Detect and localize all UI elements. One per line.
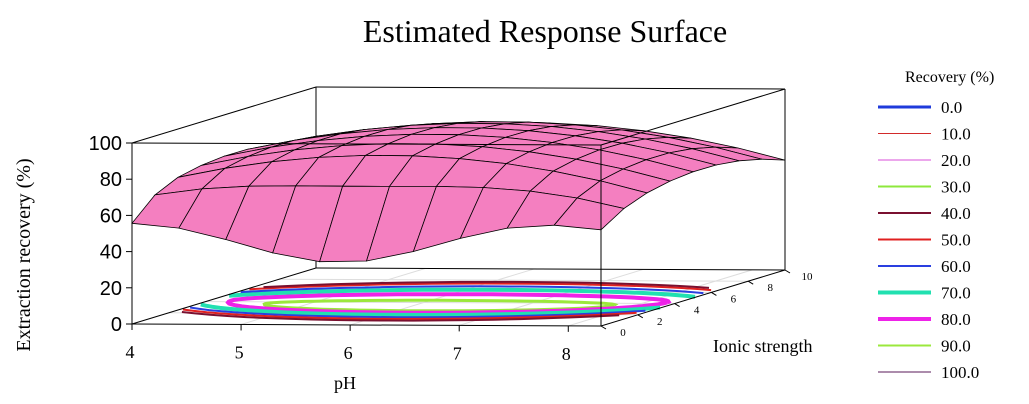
box-edge <box>131 86 317 144</box>
y-tick-label: 10 <box>802 271 814 283</box>
legend-label: 100.0 <box>941 363 979 382</box>
plot-box-front <box>131 88 786 326</box>
legend-label: 90.0 <box>941 337 971 356</box>
y-tick-mark <box>637 314 644 319</box>
contour-70.0 <box>200 287 696 318</box>
legend-title: Recovery (%) <box>905 69 994 86</box>
box-edge <box>131 323 602 327</box>
plot-box-back <box>131 86 786 327</box>
chart-title: Estimated Response Surface <box>363 13 727 49</box>
contour-60.0 <box>189 285 704 319</box>
floor-contours <box>181 280 712 322</box>
box-edge <box>315 267 786 271</box>
box-edge <box>131 142 602 146</box>
z-tick-label: 80 <box>100 169 122 191</box>
y-tick-mark <box>784 269 791 274</box>
x-tick-label: 5 <box>235 342 244 362</box>
box-edge <box>600 269 786 327</box>
contour-80.0 <box>225 292 672 315</box>
z-tick-label: 100 <box>89 133 122 155</box>
surface-patch <box>553 197 625 231</box>
legend: Recovery (%) 0.0 10.0 20.0 30.0 40.0 50.0 60.0… <box>878 69 994 382</box>
box-edge <box>131 267 317 325</box>
x-tick-label: 4 <box>126 342 135 362</box>
y-tick-label: 6 <box>731 293 737 305</box>
z-tick-label: 60 <box>100 205 122 227</box>
y-tick-mark <box>600 325 607 330</box>
legend-label: 30.0 <box>941 178 971 197</box>
z-axis-label: Extraction recovery (%) <box>13 158 35 351</box>
floor-grid-line <box>279 278 749 282</box>
y-tick-label: 4 <box>694 305 700 317</box>
legend-label: 60.0 <box>941 257 971 276</box>
x-tick-label: 8 <box>562 344 571 364</box>
legend-label: 10.0 <box>941 125 971 144</box>
x-tick-label: 6 <box>344 343 353 363</box>
y-axis-label: Ionic strength <box>713 336 812 356</box>
y-tick-label: 8 <box>767 282 773 294</box>
y-tick-label: 0 <box>620 327 626 339</box>
response-surface <box>131 121 786 263</box>
box-edge <box>315 86 786 90</box>
z-tick-label: 0 <box>111 314 122 336</box>
legend-label: 80.0 <box>941 310 971 329</box>
y-tick-label: 2 <box>657 316 663 328</box>
contour-40.0 <box>181 280 710 322</box>
y-tick-mark <box>711 291 717 296</box>
x-tick-label: 7 <box>453 343 462 363</box>
legend-label: 70.0 <box>941 284 971 303</box>
y-tick-mark <box>747 280 754 285</box>
x-axis-label: pH <box>334 373 356 393</box>
z-tick-label: 20 <box>100 278 122 300</box>
legend-label: 0.0 <box>941 98 962 117</box>
contour-50.0 <box>182 282 712 320</box>
box-edge <box>600 88 786 146</box>
legend-label: 50.0 <box>941 231 971 250</box>
y-tick-mark <box>674 303 680 308</box>
legend-label: 40.0 <box>941 204 971 223</box>
z-tick-label: 40 <box>100 242 122 264</box>
legend-label: 20.0 <box>941 151 971 170</box>
